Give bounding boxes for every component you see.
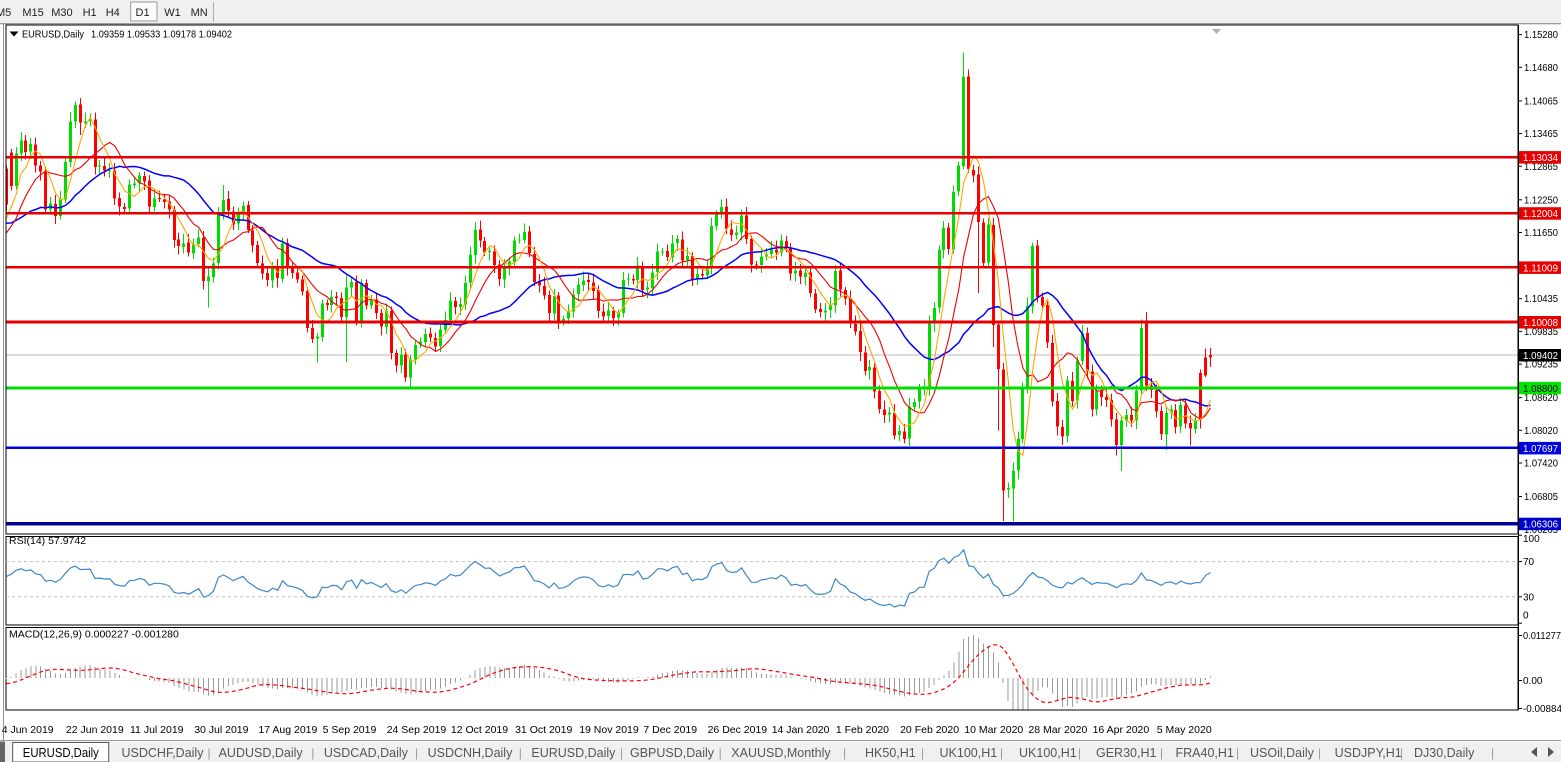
svg-text:17 Aug 2019: 17 Aug 2019: [258, 724, 317, 736]
svg-text:1.07420: 1.07420: [1524, 459, 1558, 470]
svg-text:14 Jan 2020: 14 Jan 2020: [772, 724, 830, 736]
svg-text:12 Oct 2019: 12 Oct 2019: [451, 724, 508, 736]
svg-text:1.08800: 1.08800: [1523, 384, 1558, 395]
svg-text:|: |: [1491, 746, 1494, 760]
svg-text:1.09235: 1.09235: [1524, 360, 1558, 371]
svg-text:M15: M15: [22, 7, 43, 19]
svg-text:1.08020: 1.08020: [1524, 426, 1558, 437]
svg-text:30: 30: [1523, 592, 1535, 603]
svg-text:UK100,H1: UK100,H1: [1019, 746, 1077, 760]
svg-text:|: |: [1318, 746, 1321, 760]
svg-text:0: 0: [1523, 611, 1529, 622]
svg-text:1.13034: 1.13034: [1523, 153, 1558, 164]
svg-text:1.12865: 1.12865: [1524, 162, 1558, 173]
svg-text:HK50,H1: HK50,H1: [865, 746, 916, 760]
svg-text:100: 100: [1523, 534, 1540, 545]
svg-text:-0.00884: -0.00884: [1523, 704, 1561, 715]
svg-text:M5: M5: [0, 7, 11, 19]
svg-text:1.08620: 1.08620: [1524, 393, 1558, 404]
svg-text:FRA40,H1: FRA40,H1: [1176, 746, 1234, 760]
svg-text:1.07697: 1.07697: [1523, 444, 1558, 455]
svg-text:5 May 2020: 5 May 2020: [1157, 724, 1212, 736]
svg-text:RSI(14) 57.9742: RSI(14) 57.9742: [9, 535, 86, 547]
svg-text:1.06805: 1.06805: [1524, 492, 1558, 503]
svg-text:MACD(12,26,9) 0.000227 -0.0012: MACD(12,26,9) 0.000227 -0.001280: [9, 629, 179, 641]
svg-text:M30: M30: [51, 7, 72, 19]
svg-text:0.00: 0.00: [1523, 676, 1543, 687]
svg-text:GBPUSD,Daily: GBPUSD,Daily: [630, 746, 715, 760]
svg-text:26 Dec 2019: 26 Dec 2019: [708, 724, 768, 736]
svg-text:EURUSD,Daily: EURUSD,Daily: [531, 746, 616, 760]
svg-text:|: |: [519, 746, 522, 760]
svg-text:22 Jun 2019: 22 Jun 2019: [66, 724, 124, 736]
svg-text:20 Feb 2020: 20 Feb 2020: [900, 724, 959, 736]
svg-text:W1: W1: [164, 7, 181, 19]
svg-text:24 Sep 2019: 24 Sep 2019: [387, 724, 447, 736]
svg-text:AUDUSD,Daily: AUDUSD,Daily: [219, 746, 304, 760]
svg-text:5 Sep 2019: 5 Sep 2019: [323, 724, 377, 736]
svg-text:DJ30,Daily: DJ30,Daily: [1414, 746, 1475, 760]
svg-text:XAUUSD,Monthly: XAUUSD,Monthly: [731, 746, 831, 760]
svg-text:GER30,H1: GER30,H1: [1096, 746, 1156, 760]
svg-text:28 Mar 2020: 28 Mar 2020: [1028, 724, 1087, 736]
svg-text:USOil,Daily: USOil,Daily: [1250, 746, 1315, 760]
svg-text:1.09402: 1.09402: [1523, 351, 1558, 362]
svg-text:|: |: [208, 746, 211, 760]
svg-text:EURUSD,Daily: EURUSD,Daily: [23, 746, 100, 760]
svg-text:1.13465: 1.13465: [1524, 129, 1558, 140]
svg-text:1.14065: 1.14065: [1524, 96, 1558, 107]
svg-text:UK100,H1: UK100,H1: [940, 746, 998, 760]
svg-text:|: |: [1236, 746, 1239, 760]
svg-text:D1: D1: [136, 7, 150, 19]
svg-text:|: |: [921, 746, 924, 760]
svg-text:1.06205: 1.06205: [1524, 525, 1558, 536]
svg-text:19 Nov 2019: 19 Nov 2019: [579, 724, 639, 736]
svg-text:USDCHF,Daily: USDCHF,Daily: [122, 746, 205, 760]
svg-text:30 Jul 2019: 30 Jul 2019: [194, 724, 248, 736]
svg-text:1.06306: 1.06306: [1523, 520, 1558, 531]
svg-text:10 Mar 2020: 10 Mar 2020: [964, 724, 1023, 736]
svg-text:1.11009: 1.11009: [1523, 263, 1558, 274]
svg-text:|: |: [843, 746, 846, 760]
svg-text:|: |: [415, 746, 418, 760]
svg-text:0.011277: 0.011277: [1523, 631, 1561, 642]
svg-text:|: |: [1400, 746, 1403, 760]
svg-text:16 Apr 2020: 16 Apr 2020: [1093, 724, 1150, 736]
svg-text:31 Oct 2019: 31 Oct 2019: [515, 724, 572, 736]
svg-text:7 Dec 2019: 7 Dec 2019: [643, 724, 697, 736]
svg-text:EURUSD,Daily: EURUSD,Daily: [22, 29, 85, 41]
svg-text:1.09359 1.09533 1.09178 1.0940: 1.09359 1.09533 1.09178 1.09402: [91, 29, 232, 41]
svg-text:1.12004: 1.12004: [1523, 209, 1558, 220]
svg-text:|: |: [1078, 746, 1081, 760]
svg-text:11 Jul 2019: 11 Jul 2019: [130, 724, 184, 736]
svg-text:1.15280: 1.15280: [1524, 30, 1558, 41]
svg-text:1.11650: 1.11650: [1524, 228, 1558, 239]
svg-text:USDCNH,Daily: USDCNH,Daily: [428, 746, 513, 760]
svg-text:|: |: [311, 746, 314, 760]
svg-text:|: |: [620, 746, 623, 760]
svg-text:|: |: [1000, 746, 1003, 760]
svg-text:1.12250: 1.12250: [1524, 195, 1558, 206]
svg-text:USDJPY,H1: USDJPY,H1: [1335, 746, 1402, 760]
svg-text:|: |: [719, 746, 722, 760]
svg-text:H4: H4: [106, 7, 120, 19]
svg-text:H1: H1: [83, 7, 97, 19]
svg-text:|: |: [1160, 746, 1163, 760]
svg-text:MN: MN: [191, 7, 208, 19]
svg-text:1.14680: 1.14680: [1524, 63, 1558, 74]
svg-text:1.10435: 1.10435: [1524, 294, 1558, 305]
svg-text:70: 70: [1523, 557, 1535, 568]
svg-text:1.09835: 1.09835: [1524, 327, 1558, 338]
svg-text:USDCAD,Daily: USDCAD,Daily: [324, 746, 409, 760]
svg-text:1.10008: 1.10008: [1523, 318, 1558, 329]
svg-text:1 Feb 2020: 1 Feb 2020: [836, 724, 889, 736]
svg-text:4 Jun 2019: 4 Jun 2019: [2, 724, 54, 736]
